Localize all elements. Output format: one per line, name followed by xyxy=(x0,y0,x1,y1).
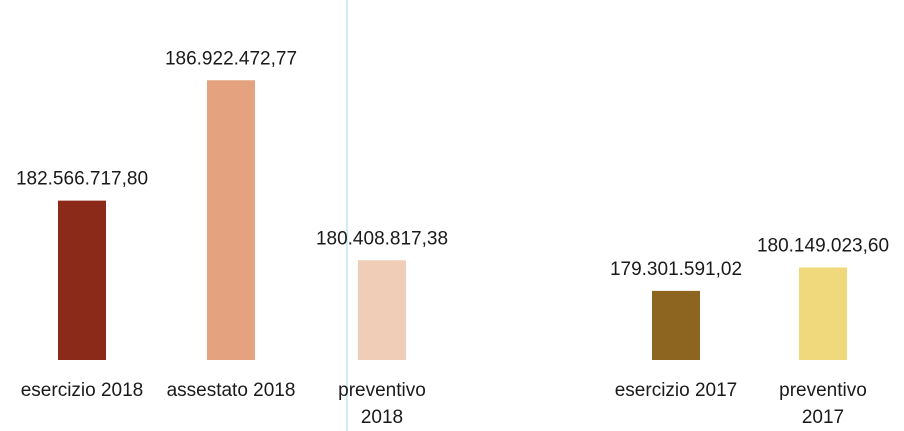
category-label-line: 2018 xyxy=(361,407,403,428)
bar-5 xyxy=(799,267,847,360)
value-label-2: 186.922.472,77 xyxy=(165,48,297,69)
category-label-line: preventivo xyxy=(338,380,426,401)
category-label-4: esercizio 2017 xyxy=(615,380,738,401)
category-label-line: preventivo xyxy=(779,380,867,401)
bar-3 xyxy=(358,260,406,360)
category-label-line: esercizio 2017 xyxy=(615,380,738,401)
value-label-1: 182.566.717,80 xyxy=(16,169,148,190)
category-label-5: preventivo 2017 xyxy=(779,380,867,428)
category-label-line: 2017 xyxy=(802,407,844,428)
value-label-4: 179.301.591,02 xyxy=(610,259,742,280)
value-label-5: 180.149.023,60 xyxy=(757,235,889,256)
category-label-2: assestato 2018 xyxy=(167,380,296,401)
bar-2 xyxy=(207,80,255,361)
category-label-3: preventivo 2018 xyxy=(338,380,426,428)
category-label-1: esercizio 2018 xyxy=(21,380,144,401)
bars-group xyxy=(58,80,847,361)
category-labels-group: esercizio 2018 assestato 2018 preventivo 20… xyxy=(21,380,867,428)
category-label-line: esercizio 2018 xyxy=(21,380,144,401)
value-labels-group: 182.566.717,80 186.922.472,77 180.408.817,… xyxy=(16,48,889,280)
bar-1 xyxy=(58,200,106,360)
category-label-line: assestato 2018 xyxy=(167,380,296,401)
bar-4 xyxy=(652,290,700,360)
value-label-3: 180.408.817,38 xyxy=(316,228,448,249)
